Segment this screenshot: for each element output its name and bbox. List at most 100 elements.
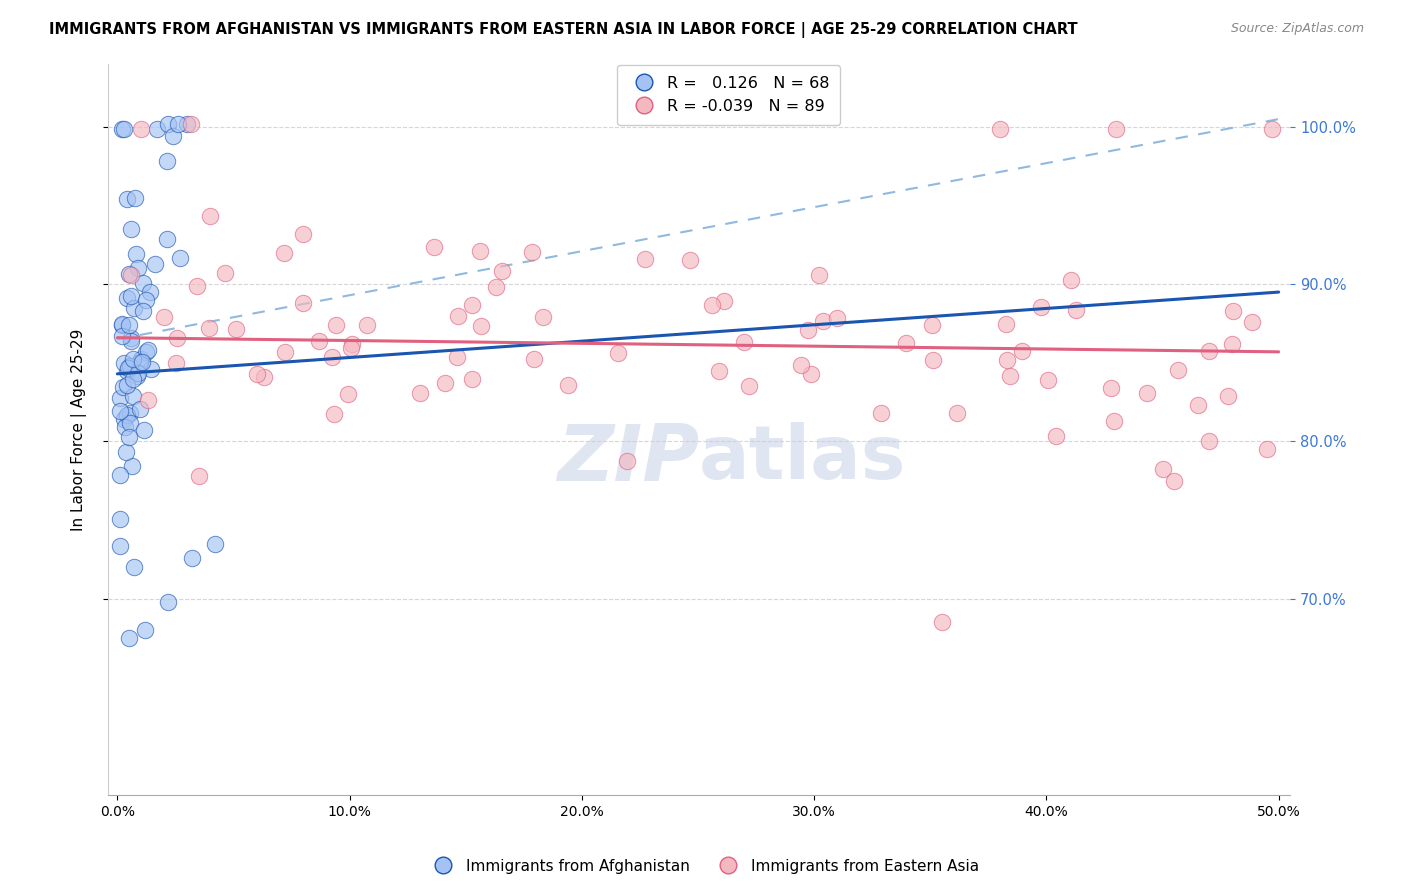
Point [122, 560, 145, 574]
Point [120, 268, 142, 282]
Point [108, 391, 131, 405]
Point [616, 454, 638, 468]
Point [141, 362, 163, 376]
Point [325, 318, 347, 332]
Point [134, 623, 156, 637]
Point [111, 379, 134, 393]
Point [1152, 462, 1174, 476]
Point [117, 318, 139, 332]
Point [166, 331, 188, 345]
Point [129, 355, 152, 369]
Point [128, 402, 150, 417]
Point [946, 406, 969, 420]
Point [733, 335, 755, 350]
Point [198, 209, 221, 223]
Point [461, 298, 484, 312]
Point [434, 376, 457, 391]
Point [291, 296, 314, 310]
Point [1198, 434, 1220, 449]
Point [111, 121, 134, 136]
Point [139, 285, 162, 299]
Point [112, 356, 135, 370]
Point [118, 267, 141, 281]
Point [253, 370, 276, 384]
Point [870, 406, 893, 420]
Point [356, 318, 378, 333]
Text: ZIP: ZIP [557, 421, 699, 497]
Point [409, 386, 432, 401]
Point [121, 331, 143, 345]
Point [117, 291, 139, 305]
Point [115, 445, 138, 459]
Point [118, 631, 141, 645]
Point [1241, 315, 1264, 329]
Point [1036, 373, 1059, 387]
Point [120, 359, 142, 374]
Point [156, 232, 179, 246]
Point [1102, 415, 1125, 429]
Legend: Immigrants from Afghanistan, Immigrants from Eastern Asia: Immigrants from Afghanistan, Immigrants … [422, 853, 984, 880]
Point [273, 245, 295, 260]
Point [225, 322, 247, 336]
Point [214, 266, 236, 280]
Point [122, 301, 145, 315]
Point [136, 392, 159, 407]
Point [145, 257, 167, 271]
Point [157, 595, 180, 609]
Legend: R =   0.126   N = 68, R = -0.039   N = 89: R = 0.126 N = 68, R = -0.039 N = 89 [617, 65, 841, 125]
Point [520, 245, 543, 260]
Point [700, 298, 723, 312]
Point [162, 128, 184, 143]
Point [115, 408, 138, 422]
Point [340, 341, 363, 355]
Point [115, 377, 138, 392]
Point [896, 335, 918, 350]
Point [796, 323, 818, 337]
Point [121, 351, 143, 366]
Point [187, 469, 209, 483]
Point [156, 154, 179, 169]
Point [131, 355, 153, 369]
Point [111, 318, 134, 332]
Point [118, 406, 141, 420]
Point [152, 310, 174, 324]
Point [180, 117, 202, 131]
Point [120, 334, 142, 348]
Point [176, 117, 198, 131]
Point [115, 192, 138, 206]
Point [110, 328, 132, 343]
Point [308, 334, 330, 349]
Point [156, 117, 179, 131]
Point [531, 310, 554, 325]
Point [136, 343, 159, 357]
Point [713, 294, 735, 309]
Point [115, 364, 138, 378]
Point [807, 268, 830, 282]
Point [707, 364, 730, 378]
Point [108, 403, 131, 417]
Point [110, 512, 132, 526]
Point [813, 314, 835, 328]
Point [146, 121, 169, 136]
Point [291, 227, 314, 241]
Text: IMMIGRANTS FROM AFGHANISTAN VS IMMIGRANTS FROM EASTERN ASIA IN LABOR FORCE | AGE: IMMIGRANTS FROM AFGHANISTAN VS IMMIGRANT… [49, 22, 1078, 38]
Point [180, 550, 202, 565]
Point [121, 389, 143, 403]
Point [800, 367, 823, 381]
Point [167, 117, 190, 131]
Point [921, 318, 943, 332]
Text: atlas: atlas [699, 423, 907, 495]
Point [129, 121, 152, 136]
Point [118, 430, 141, 444]
Point [790, 358, 813, 372]
Point [322, 407, 344, 421]
Point [198, 320, 221, 334]
Point [470, 319, 492, 334]
Point [135, 293, 157, 307]
Point [132, 276, 155, 290]
Point [112, 121, 135, 136]
Point [1011, 344, 1033, 359]
Point [120, 222, 142, 236]
Point [129, 351, 152, 366]
Point [135, 345, 157, 359]
